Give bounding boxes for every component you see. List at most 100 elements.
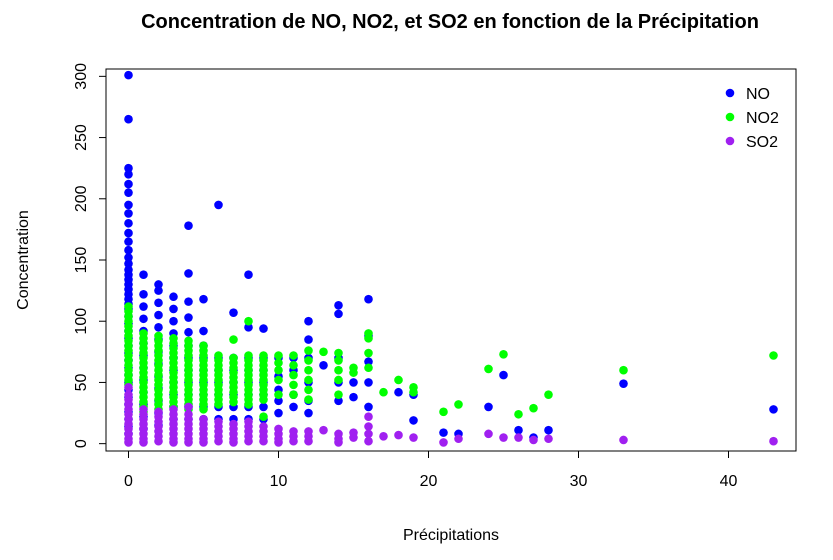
legend-item-no2: NO2 (725, 110, 779, 127)
data-point-no (304, 316, 313, 326)
data-point-no2 (379, 387, 388, 397)
data-point-no (349, 378, 358, 387)
data-point-no (499, 370, 508, 380)
data-point-no (139, 314, 148, 324)
data-point-so2 (349, 433, 358, 442)
data-point-no2 (304, 365, 313, 375)
data-point-no (184, 221, 193, 231)
data-point-so2 (184, 402, 193, 412)
data-point-no2 (499, 349, 508, 359)
data-point-no2 (334, 365, 343, 375)
x-tick-label: 40 (720, 473, 738, 490)
data-point-so2 (124, 438, 133, 447)
data-point-so2 (499, 433, 508, 442)
data-point-no (334, 309, 343, 319)
data-point-no2 (364, 334, 373, 343)
data-point-no2 (334, 356, 343, 365)
data-point-no (769, 405, 778, 414)
data-point-no2 (529, 403, 538, 413)
data-point-no (124, 259, 133, 268)
data-point-so2 (184, 438, 193, 447)
data-point-no (184, 297, 193, 306)
chart-title: Concentration de NO, NO2, et SO2 en fonc… (141, 11, 759, 33)
data-point-no2 (334, 375, 343, 385)
data-point-no (169, 316, 178, 326)
data-point-no2 (304, 356, 313, 365)
data-point-no2 (364, 348, 373, 358)
data-point-no (124, 253, 133, 262)
data-point-no2 (319, 347, 328, 357)
data-point-so2 (769, 436, 778, 446)
data-point-no2 (304, 395, 313, 404)
data-point-no (304, 408, 313, 418)
data-point-so2 (274, 438, 283, 447)
data-point-no2 (334, 390, 343, 399)
data-point-no (544, 425, 553, 435)
data-point-no (184, 269, 193, 278)
legend-label: SO2 (746, 134, 778, 151)
data-point-no2 (484, 364, 493, 374)
data-point-no2 (454, 400, 463, 409)
data-point-no (139, 289, 148, 299)
data-point-no (184, 327, 193, 337)
data-point-no (244, 270, 253, 279)
data-point-so2 (364, 412, 373, 422)
data-point-no (304, 335, 313, 344)
data-point-so2 (364, 422, 373, 431)
data-point-no (154, 280, 163, 289)
x-tick-label: 0 (124, 473, 133, 490)
data-point-no2 (289, 390, 298, 399)
data-point-so2 (484, 429, 493, 439)
y-tick-label: 0 (73, 439, 90, 448)
y-axis: 0 50 100 150 200 250 300 (73, 63, 107, 448)
data-point-no (274, 408, 283, 418)
data-point-no (364, 357, 373, 366)
data-point-no2 (229, 335, 238, 344)
data-point-no (244, 323, 253, 332)
legend-label: NO2 (746, 110, 779, 127)
data-point-no2 (349, 368, 358, 377)
data-point-no (124, 237, 133, 246)
data-point-no2 (214, 400, 223, 409)
data-point-so2 (439, 438, 448, 447)
data-point-no (199, 294, 208, 304)
data-point-no2 (229, 397, 238, 407)
y-tick-label: 100 (73, 308, 90, 335)
data-point-so2 (229, 438, 238, 447)
legend-marker (725, 88, 735, 98)
data-point-no2 (274, 365, 283, 375)
data-point-no2 (274, 358, 283, 368)
data-point-no2 (304, 346, 313, 355)
data-point-no2 (304, 385, 313, 395)
data-point-so2 (169, 438, 178, 447)
data-point-so2 (214, 436, 223, 446)
y-tick-label: 300 (73, 63, 90, 90)
data-point-no2 (544, 390, 553, 399)
data-point-no (124, 70, 133, 80)
data-point-no2 (244, 400, 253, 409)
data-point-so2 (259, 436, 268, 446)
data-point-no (214, 200, 223, 210)
data-point-no (349, 392, 358, 402)
data-points (124, 70, 778, 447)
data-point-no2 (334, 348, 343, 358)
data-point-no (199, 326, 208, 336)
data-point-no2 (259, 395, 268, 404)
data-point-no (259, 324, 268, 333)
data-point-no2 (244, 316, 253, 326)
data-point-no2 (274, 390, 283, 399)
data-point-no2 (439, 407, 448, 417)
legend: NO NO2 SO2 (725, 86, 779, 151)
data-point-so2 (319, 425, 328, 435)
data-point-no (139, 270, 148, 279)
data-point-no (184, 313, 193, 322)
data-point-no (154, 298, 163, 308)
data-point-no2 (274, 351, 283, 360)
data-point-no (334, 396, 343, 406)
data-point-so2 (619, 435, 628, 445)
data-point-so2 (364, 429, 373, 439)
data-point-no (394, 387, 403, 397)
y-tick-label: 50 (73, 373, 90, 391)
data-point-no (124, 179, 133, 189)
